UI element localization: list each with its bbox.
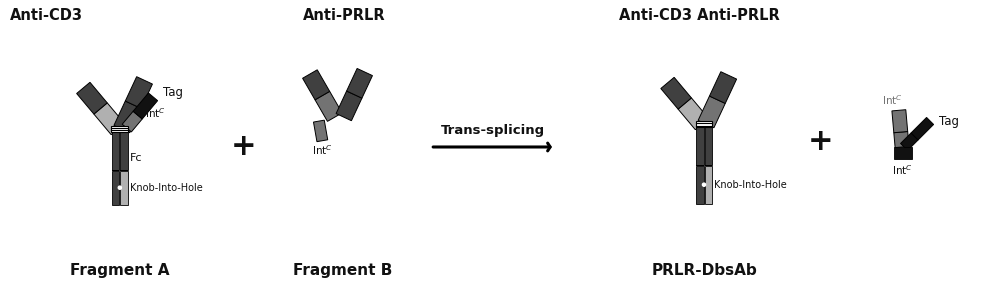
Text: +: + [230,132,256,162]
Bar [696,165,704,166]
Bar [705,165,712,166]
Text: Int$^C$: Int$^C$ [882,93,903,107]
Polygon shape [114,101,141,133]
Polygon shape [122,111,142,132]
Polygon shape [678,98,709,130]
Text: Tag: Tag [163,86,183,99]
Bar [111,126,128,132]
Polygon shape [125,77,152,108]
Text: Anti-PRLR: Anti-PRLR [303,8,386,23]
Polygon shape [94,103,125,135]
Bar [696,166,704,204]
Bar [696,121,712,127]
Bar [705,166,712,204]
Polygon shape [77,82,107,114]
Text: Anti-CD3 Anti-PRLR: Anti-CD3 Anti-PRLR [619,8,780,23]
Polygon shape [901,133,918,151]
Circle shape [702,183,706,186]
Bar [112,132,119,170]
Bar [705,127,712,165]
Text: Int$^C$: Int$^C$ [312,143,333,157]
Bar [696,127,704,165]
Bar [120,170,128,171]
Bar [120,132,128,170]
Text: Fragment A: Fragment A [70,263,170,278]
Polygon shape [315,91,342,121]
Text: Fragment B: Fragment B [293,263,392,278]
Polygon shape [661,77,691,109]
Text: Int$^C$: Int$^C$ [145,106,166,120]
Text: PRLR-DbsAb: PRLR-DbsAb [651,263,757,278]
Text: Knob-Into-Hole: Knob-Into-Hole [130,183,203,193]
Polygon shape [892,110,908,133]
Bar [112,170,119,171]
Text: Tag: Tag [939,115,959,128]
Text: +: + [808,127,833,155]
Polygon shape [709,72,737,103]
Polygon shape [133,93,158,119]
Polygon shape [336,91,362,121]
Text: Int$^C$: Int$^C$ [892,163,912,177]
Text: Knob-Into-Hole: Knob-Into-Hole [714,180,787,190]
Bar [120,171,128,205]
Polygon shape [911,117,934,140]
Bar [112,171,119,205]
Polygon shape [313,120,328,142]
Polygon shape [894,131,909,148]
Text: Anti-CD3: Anti-CD3 [10,8,83,23]
Bar [894,147,912,159]
Polygon shape [698,96,725,128]
Polygon shape [303,70,330,100]
Circle shape [118,186,121,189]
Text: Trans-splicing: Trans-splicing [440,124,545,137]
Text: Fc: Fc [130,153,143,163]
Polygon shape [347,68,372,98]
